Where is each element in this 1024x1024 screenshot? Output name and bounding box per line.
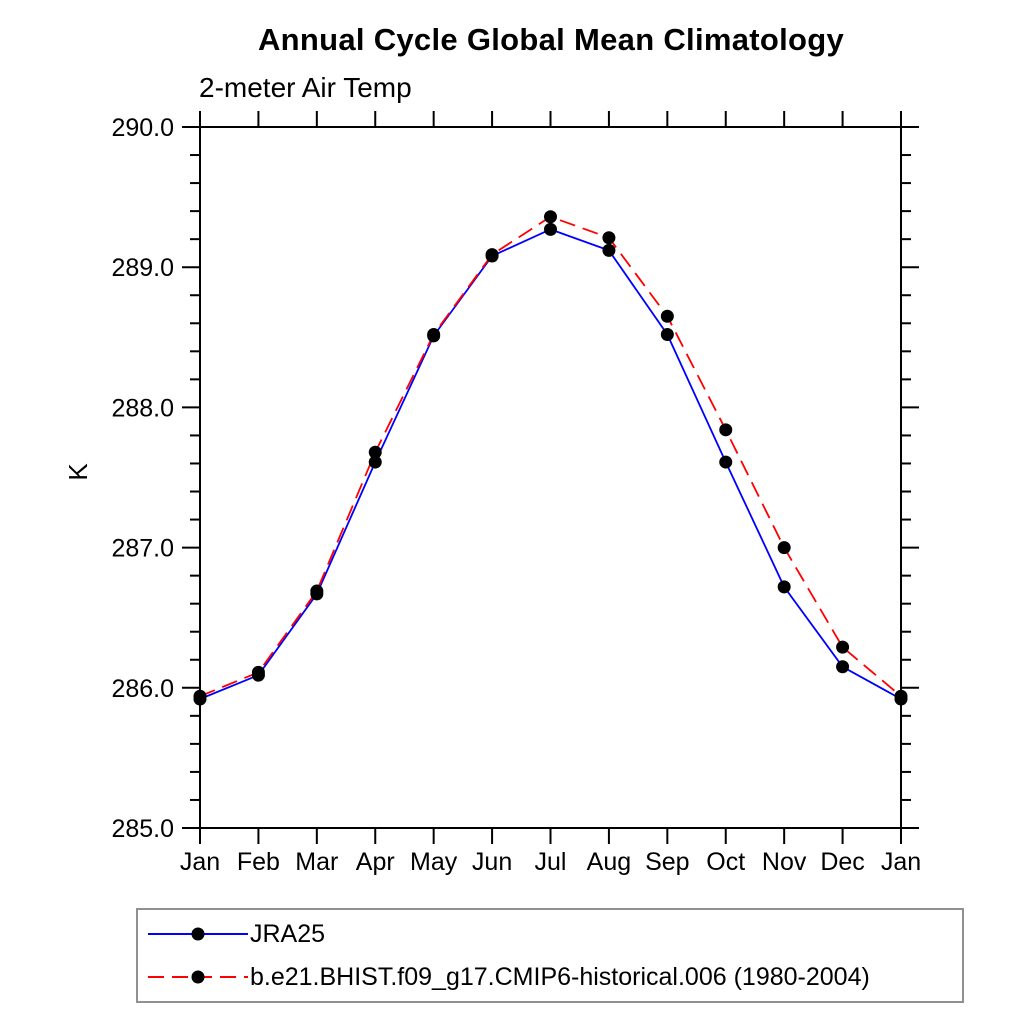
data-point-marker-s1	[660, 309, 674, 323]
legend-marker-dot	[191, 927, 205, 941]
series-line-1	[199, 215, 902, 698]
data-point-marker-s1	[485, 248, 499, 262]
series-line-0	[199, 228, 902, 700]
y-tick-label: 287.0	[111, 535, 174, 563]
x-tick-label: Apr	[356, 848, 395, 876]
data-point-marker-s0	[602, 243, 616, 257]
x-tick-label: May	[410, 848, 458, 876]
data-point-marker-s1	[544, 210, 557, 224]
data-point-marker-s1	[193, 689, 207, 703]
x-tick-label: Jan	[180, 848, 220, 876]
y-tick-label: 289.0	[111, 254, 174, 282]
data-point-marker-s0	[368, 455, 382, 469]
data-point-marker-s1	[310, 584, 324, 598]
legend-line-sample-solid	[148, 927, 248, 941]
data-point-marker-s1	[836, 640, 850, 654]
chart-title: Annual Cycle Global Mean Climatology	[257, 22, 845, 57]
data-point-marker-s0	[544, 222, 557, 236]
x-tick-label: Aug	[587, 848, 631, 876]
data-point-marker-s1	[777, 541, 791, 555]
legend-box: JRA25 b.e21.BHIST.f09_g17.CMIP6-historic…	[136, 908, 964, 1003]
x-tick-label: Sep	[645, 848, 689, 876]
x-tick-label: Feb	[237, 848, 280, 876]
chart-subtitle: 2-meter Air Temp	[199, 72, 412, 103]
y-tick-label: 285.0	[111, 815, 174, 843]
x-tick-label: Nov	[762, 848, 807, 876]
y-tick-label: 288.0	[111, 394, 174, 422]
legend-line-sample-dashed	[148, 970, 248, 984]
legend-label-model: b.e21.BHIST.f09_g17.CMIP6-historical.006…	[250, 962, 870, 991]
data-point-marker-s1	[894, 689, 908, 703]
legend-entry-model: b.e21.BHIST.f09_g17.CMIP6-historical.006…	[146, 956, 962, 999]
data-point-marker-s1	[368, 445, 382, 459]
legend-marker-dot	[191, 970, 205, 984]
y-tick-label: 286.0	[111, 675, 174, 703]
x-tick-label: Jul	[535, 848, 567, 876]
data-point-marker-s0	[660, 327, 674, 341]
x-tick-label: Jan	[881, 848, 921, 876]
data-point-marker-s1	[719, 423, 733, 437]
data-point-marker-s1	[251, 665, 265, 679]
data-point-marker-s0	[836, 660, 850, 674]
data-point-marker-s0	[777, 580, 791, 594]
x-tick-label: Dec	[820, 848, 864, 876]
data-point-marker-s1	[602, 231, 616, 245]
x-tick-label: Oct	[706, 848, 745, 876]
legend-entry-jra25: JRA25	[146, 913, 962, 956]
data-point-marker-s0	[719, 455, 733, 469]
data-point-marker-s1	[427, 327, 441, 341]
y-tick-label: 290.0	[111, 114, 174, 142]
legend-label-jra25: JRA25	[250, 919, 326, 948]
x-tick-label: Jun	[472, 848, 512, 876]
x-tick-label: Mar	[295, 848, 338, 876]
